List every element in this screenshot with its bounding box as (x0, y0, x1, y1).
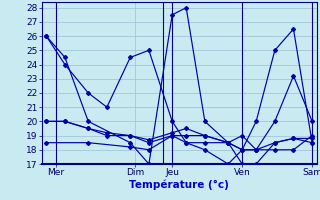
X-axis label: Température (°c): Température (°c) (129, 180, 229, 190)
